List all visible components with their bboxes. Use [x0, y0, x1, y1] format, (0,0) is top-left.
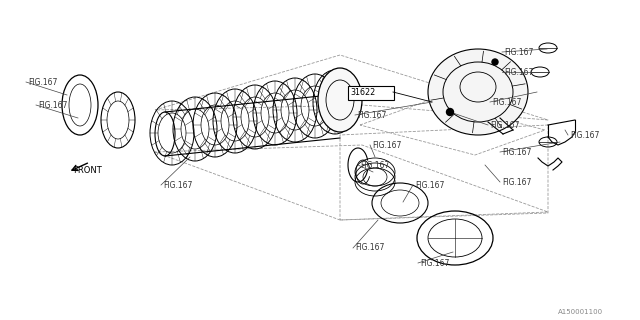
Text: FIG.167: FIG.167 [490, 121, 520, 130]
Text: FIG.167: FIG.167 [420, 259, 449, 268]
Circle shape [492, 59, 498, 65]
Ellipse shape [318, 68, 362, 132]
Text: FIG.167: FIG.167 [372, 140, 401, 149]
Text: FIG.167: FIG.167 [504, 47, 533, 57]
Text: FIG.167: FIG.167 [502, 178, 531, 187]
Circle shape [447, 108, 454, 116]
Text: FIG.167: FIG.167 [415, 180, 444, 189]
Text: FIG.167: FIG.167 [38, 100, 67, 109]
Text: FIG.167: FIG.167 [570, 131, 600, 140]
Text: A150001100: A150001100 [558, 309, 603, 315]
Text: FIG.167: FIG.167 [504, 68, 533, 76]
Text: FIG.167: FIG.167 [357, 110, 387, 119]
Text: FIG.167: FIG.167 [355, 244, 385, 252]
Text: FIG.167: FIG.167 [163, 180, 193, 189]
Text: FIG.167: FIG.167 [360, 161, 389, 170]
Text: FRONT: FRONT [73, 166, 102, 175]
Text: FIG.167: FIG.167 [502, 148, 531, 156]
Ellipse shape [428, 49, 528, 135]
FancyBboxPatch shape [348, 85, 394, 100]
Text: FIG.167: FIG.167 [28, 77, 58, 86]
Text: 31622: 31622 [350, 87, 375, 97]
Text: FIG.167: FIG.167 [492, 98, 522, 107]
